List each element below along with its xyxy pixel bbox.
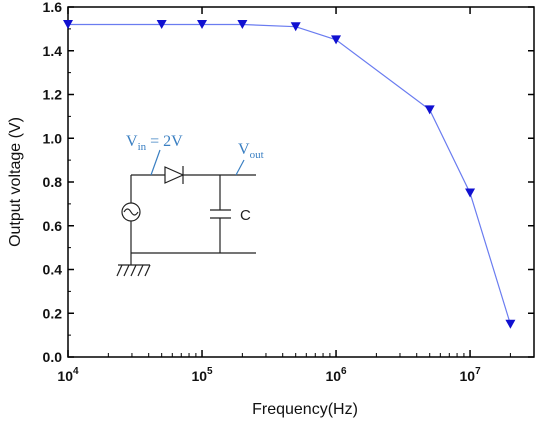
y-axis-title: Output voltage (V): [7, 117, 24, 247]
x-tick-label: 107: [459, 366, 481, 384]
x-tick-label: 106: [325, 366, 347, 384]
y-tick-label: 0.4: [43, 262, 63, 278]
data-point: [63, 20, 73, 29]
data-point: [465, 188, 476, 198]
x-axis-title: Frequency(Hz): [252, 401, 358, 418]
y-axis: 0.0 0.2 0.4 0.6 0.8 1.0 1.2 1.4 1.6: [43, 0, 534, 365]
data-point: [156, 20, 167, 29]
y-tick-label: 1.4: [43, 43, 63, 59]
x-axis: 104 105 106 107: [57, 7, 535, 384]
y-tick-label: 0.8: [43, 174, 63, 190]
data-point: [197, 20, 208, 29]
data-point: [331, 35, 342, 45]
circuit-inset: [116, 149, 256, 277]
y-tick-label: 0.0: [43, 349, 63, 365]
data-point: [237, 20, 248, 29]
series-line: [68, 23, 511, 325]
x-tick-label: 105: [191, 366, 213, 384]
y-tick-label: 0.2: [43, 305, 63, 321]
y-tick-label: 1.2: [43, 87, 63, 103]
vout-label: Vout: [238, 141, 264, 161]
x-tick-label: 104: [57, 366, 79, 384]
data-point: [290, 22, 301, 32]
y-tick-label: 0.6: [43, 218, 63, 234]
y-tick-label: 1.0: [43, 130, 63, 146]
data-point: [505, 319, 516, 329]
y-tick-label: 1.6: [43, 0, 63, 15]
series-markers: [63, 20, 516, 329]
vin-label: Vin = 2V: [126, 133, 183, 153]
capacitor-label: C: [240, 207, 251, 224]
data-point: [424, 105, 435, 115]
